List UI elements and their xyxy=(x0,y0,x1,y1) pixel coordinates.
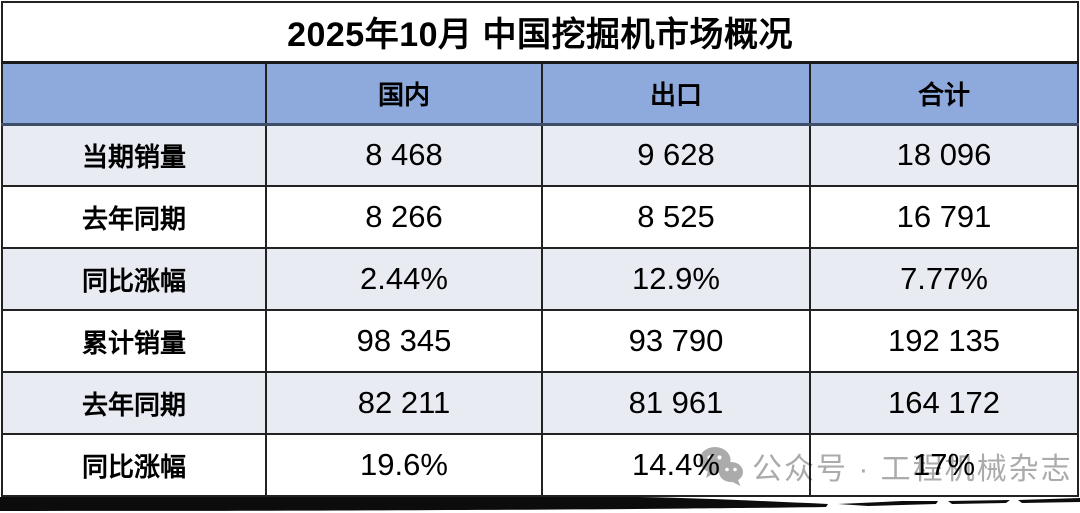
cell-value: 12.9% xyxy=(541,247,811,311)
market-overview-table: 2025年10月 中国挖掘机市场概况 国内 出口 合计 当期销量 8 468 9… xyxy=(0,1,1080,497)
cell-value: 19.6% xyxy=(265,433,543,497)
cell-value: 98 345 xyxy=(265,309,543,373)
cell-value: 16 791 xyxy=(808,185,1080,249)
row-label: 去年同期 xyxy=(1,371,267,435)
cell-value: 192 135 xyxy=(808,309,1080,373)
table-header-row: 国内 出口 合计 xyxy=(1,61,1080,126)
cell-value: 93 790 xyxy=(541,309,811,373)
table-row: 同比涨幅 19.6% 14.4% 17% xyxy=(1,433,1080,497)
row-label: 同比涨幅 xyxy=(1,247,267,311)
cell-value: 9 628 xyxy=(541,123,811,187)
cell-value: 7.77% xyxy=(808,247,1080,311)
column-header-export: 出口 xyxy=(541,61,811,126)
table-row: 累计销量 98 345 93 790 192 135 xyxy=(1,309,1080,373)
cell-value: 18 096 xyxy=(808,123,1080,187)
cell-value: 2.44% xyxy=(265,247,543,311)
row-label: 累计销量 xyxy=(1,309,267,373)
cell-value: 82 211 xyxy=(265,371,543,435)
cell-value: 164 172 xyxy=(808,371,1080,435)
table-row: 当期销量 8 468 9 628 18 096 xyxy=(1,123,1080,187)
cell-value: 8 525 xyxy=(541,185,811,249)
table-row: 去年同期 82 211 81 961 164 172 xyxy=(1,371,1080,435)
row-label: 当期销量 xyxy=(1,123,267,187)
table-row: 同比涨幅 2.44% 12.9% 7.77% xyxy=(1,247,1080,311)
column-header-blank xyxy=(1,61,267,126)
cell-value: 8 266 xyxy=(265,185,543,249)
table-title-row: 2025年10月 中国挖掘机市场概况 xyxy=(0,1,1080,64)
column-header-domestic: 国内 xyxy=(265,61,543,126)
table-body: 当期销量 8 468 9 628 18 096 去年同期 8 266 8 525… xyxy=(1,123,1080,497)
cell-value: 14.4% xyxy=(541,433,811,497)
table-row: 去年同期 8 266 8 525 16 791 xyxy=(1,185,1080,249)
cell-value: 17% xyxy=(808,433,1080,497)
cell-value: 81 961 xyxy=(541,371,811,435)
page-title: 2025年10月 中国挖掘机市场概况 xyxy=(0,1,1080,64)
row-label: 去年同期 xyxy=(1,185,267,249)
cell-value: 8 468 xyxy=(265,123,543,187)
column-header-total: 合计 xyxy=(808,61,1080,126)
row-label: 同比涨幅 xyxy=(1,433,267,497)
brush-underline xyxy=(0,497,1080,511)
